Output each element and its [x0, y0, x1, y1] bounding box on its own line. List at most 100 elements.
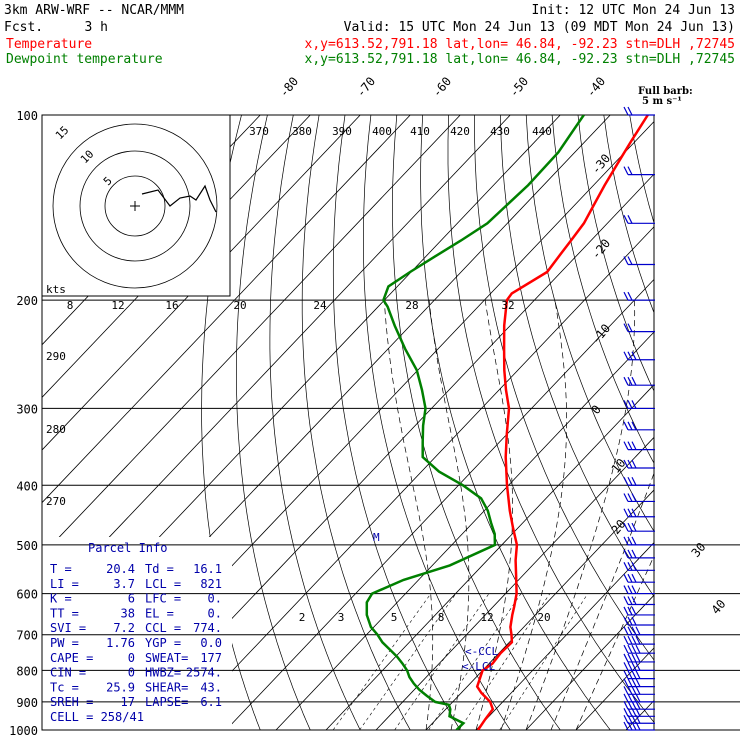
isotherm-line	[325, 384, 654, 730]
wind-barb-feather	[623, 585, 629, 594]
parcel-row-label: Tc =	[50, 680, 79, 694]
wind-barb	[623, 678, 655, 688]
wind-barb-feather	[623, 670, 629, 679]
wind-barb-feather	[635, 635, 641, 645]
wind-barb-feather	[623, 626, 629, 636]
hodograph-kts-label: kts	[46, 283, 66, 296]
wind-barb-feather	[627, 714, 633, 724]
dry-adiabat	[447, 115, 654, 723]
wind-barb-feather	[623, 678, 629, 687]
wind-barb-feather	[627, 476, 633, 486]
wind-barb-feather	[631, 686, 637, 695]
wind-barb-feather	[627, 549, 633, 559]
parcel-row-value: 17	[121, 695, 135, 709]
parcel-row-value: 25.9	[106, 680, 135, 694]
theta-label: 290	[46, 350, 66, 363]
wind-barb-feather	[623, 686, 629, 695]
model-title: 3km ARW-WRF -- NCAR/MMM	[4, 3, 184, 18]
wind-barb-feather	[631, 644, 637, 654]
wind-barb-feather	[623, 662, 629, 671]
dry-adiabat	[392, 115, 561, 730]
wind-barb	[623, 522, 655, 532]
dry-adiabat	[551, 115, 654, 464]
plot-frame	[41, 114, 655, 731]
parcel-info-rows: T = 20.4 Td = 16.1 LI = 3.7 LCL = 821 K = 6 LFC = 0…	[50, 562, 222, 709]
pressure-tick-label: 200	[16, 294, 38, 308]
wind-barb-feather	[623, 476, 629, 486]
wind-barb	[623, 508, 655, 518]
wind-barb-feather	[631, 376, 637, 386]
wind-barb-feather	[627, 585, 633, 594]
wind-barb-feather	[623, 606, 629, 616]
isotherm-label: 10	[609, 456, 629, 476]
wind-barb-feather	[623, 421, 629, 431]
wind-barb	[623, 616, 655, 626]
isotherm-label: -70	[354, 74, 379, 100]
grid-lines	[42, 115, 740, 730]
wind-barb	[623, 573, 655, 583]
dewpoint-legend: Dewpoint temperature	[6, 52, 163, 67]
mixing-ratio-label: 2	[299, 611, 306, 624]
wind-barb-feather	[635, 626, 641, 636]
theta-label: 390	[332, 125, 352, 138]
wind-barb-feather	[627, 400, 633, 409]
pressure-tick-label: 900	[16, 696, 38, 710]
init-time: Init: 12 UTC Mon 24 Jun 13	[532, 3, 736, 18]
wind-barb-feather	[623, 644, 629, 654]
wind-barb-feather	[623, 700, 629, 710]
wind-barb	[623, 596, 655, 606]
parcel-row-label: SWEAT=	[145, 651, 188, 665]
dry-adiabat	[733, 115, 740, 730]
wind-barb-feather	[623, 400, 629, 409]
wind-barb-feather	[631, 400, 637, 409]
wind-barb-feather	[627, 536, 633, 546]
parcel-row-value: 20.4	[106, 562, 135, 576]
wind-barb-feather	[631, 421, 637, 431]
isotherm-line	[42, 115, 411, 504]
hodograph-ring	[79, 150, 191, 262]
hodograph-trace	[141, 184, 217, 213]
wind-barb-feather	[627, 626, 633, 636]
mixing-ratio-label: 12	[480, 611, 493, 624]
dry-adiabat	[525, 115, 654, 532]
dry-adiabat	[629, 115, 654, 225]
wind-barb-feather	[635, 700, 641, 710]
wind-barb-feather	[631, 606, 637, 616]
wind-barb-feather	[627, 508, 633, 517]
temperature-line	[475, 115, 649, 730]
parcel-row-value: 43.	[200, 680, 222, 694]
dry-adiabat	[363, 115, 511, 730]
wind-barb-feather	[627, 522, 633, 532]
wind-barb-feather	[627, 106, 633, 116]
wind-barb-feather	[631, 476, 637, 486]
parcel-row-value: 821	[200, 577, 222, 591]
isotherm-line	[42, 115, 461, 556]
isotherm-label: -80	[277, 74, 302, 100]
wind-barb-feather	[627, 721, 633, 731]
hodograph-scale-label: 32	[501, 299, 514, 312]
wind-barb-feather	[631, 585, 637, 594]
parcel-row-label: LI =	[50, 577, 79, 591]
isotherm-label: 30	[689, 540, 709, 560]
wind-barb-feather	[631, 441, 637, 450]
parcel-row-value: 3.7	[113, 577, 135, 591]
wind-barb	[623, 476, 655, 486]
parcel-row-label: SHEAR=	[145, 680, 188, 694]
wind-barb-feather	[623, 323, 629, 332]
temperature-location: x,y=613.52,791.18 lat,lon= 46.84, -92.23…	[305, 37, 735, 52]
wind-barb-feather	[623, 291, 629, 301]
wind-barb-feather	[627, 493, 633, 502]
wind-barb-feather	[631, 700, 637, 710]
theta-label: 280	[46, 423, 66, 436]
wind-barb-feather	[627, 606, 633, 616]
mixing-ratio-label: 20	[537, 611, 550, 624]
isotherm-label: -10	[589, 321, 614, 347]
wind-barb	[623, 459, 655, 469]
wind-barb-feather	[623, 714, 629, 724]
wind-barb	[623, 376, 655, 386]
wind-barb-feather	[627, 351, 633, 361]
theta-label: 430	[490, 125, 510, 138]
parcel-row-value: 6	[128, 592, 135, 606]
wind-barb	[623, 700, 655, 710]
